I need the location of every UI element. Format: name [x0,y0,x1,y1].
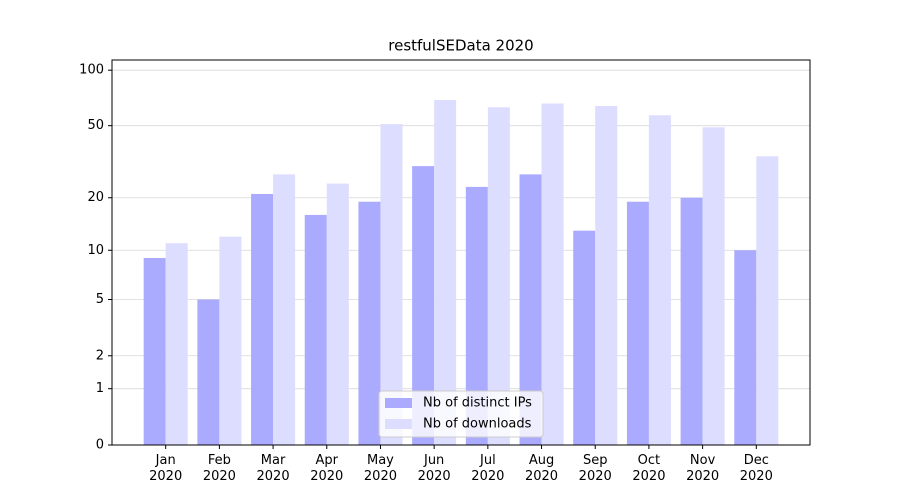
bar [648,115,671,445]
bar [680,197,703,445]
bar [626,201,649,445]
x-tick-label: Feb 2020 [202,453,236,484]
bar [326,183,349,445]
x-tick-label: May 2020 [363,453,397,484]
bar [143,257,166,445]
bar [756,156,779,445]
x-tick-label: Apr 2020 [310,453,344,484]
axes-frame [111,59,811,446]
x-tick-label: Nov 2020 [686,453,720,484]
bar [197,299,220,445]
bar [434,99,457,445]
y-tick-label: 50 [87,118,104,133]
x-tick-label: Jul 2020 [471,453,505,484]
legend-label: Nb of distinct IPs [423,396,532,411]
y-tick-label: 20 [87,190,104,205]
x-tick-label: Dec 2020 [739,453,773,484]
legend-label: Nb of downloads [423,417,532,432]
y-tick-label: 10 [87,243,104,258]
x-tick-label: Mar 2020 [256,453,290,484]
chart-title: restfulSEData 2020 [388,37,533,55]
x-tick-label: Jan 2020 [149,453,183,484]
bar [702,127,725,445]
legend-swatch [385,419,412,429]
legend-swatch [385,398,412,408]
bar [412,166,435,445]
bar [487,107,510,445]
x-tick-label: Sep 2020 [578,453,612,484]
bar [573,230,596,445]
x-tick-label: Jun 2020 [417,453,451,484]
bar [273,174,296,445]
bar [251,193,274,445]
bar [165,243,188,445]
bar [358,201,381,445]
bar [541,103,564,445]
legend-frame [378,390,544,438]
bar [595,105,618,445]
y-tick-label: 5 [96,292,104,307]
bar [465,186,488,445]
y-tick-label: 1 [96,381,104,396]
y-tick-label: 100 [79,63,104,78]
bar [519,174,542,445]
bar [380,124,403,446]
bar [734,250,757,445]
x-tick-label: Oct 2020 [632,453,666,484]
bar [219,236,242,445]
x-tick-label: Aug 2020 [524,453,559,484]
bar [304,214,327,445]
y-tick-label: 2 [96,348,104,363]
legend: Nb of distinct IPs Nb of downloads [378,390,544,438]
y-tick-label: 0 [96,438,104,453]
